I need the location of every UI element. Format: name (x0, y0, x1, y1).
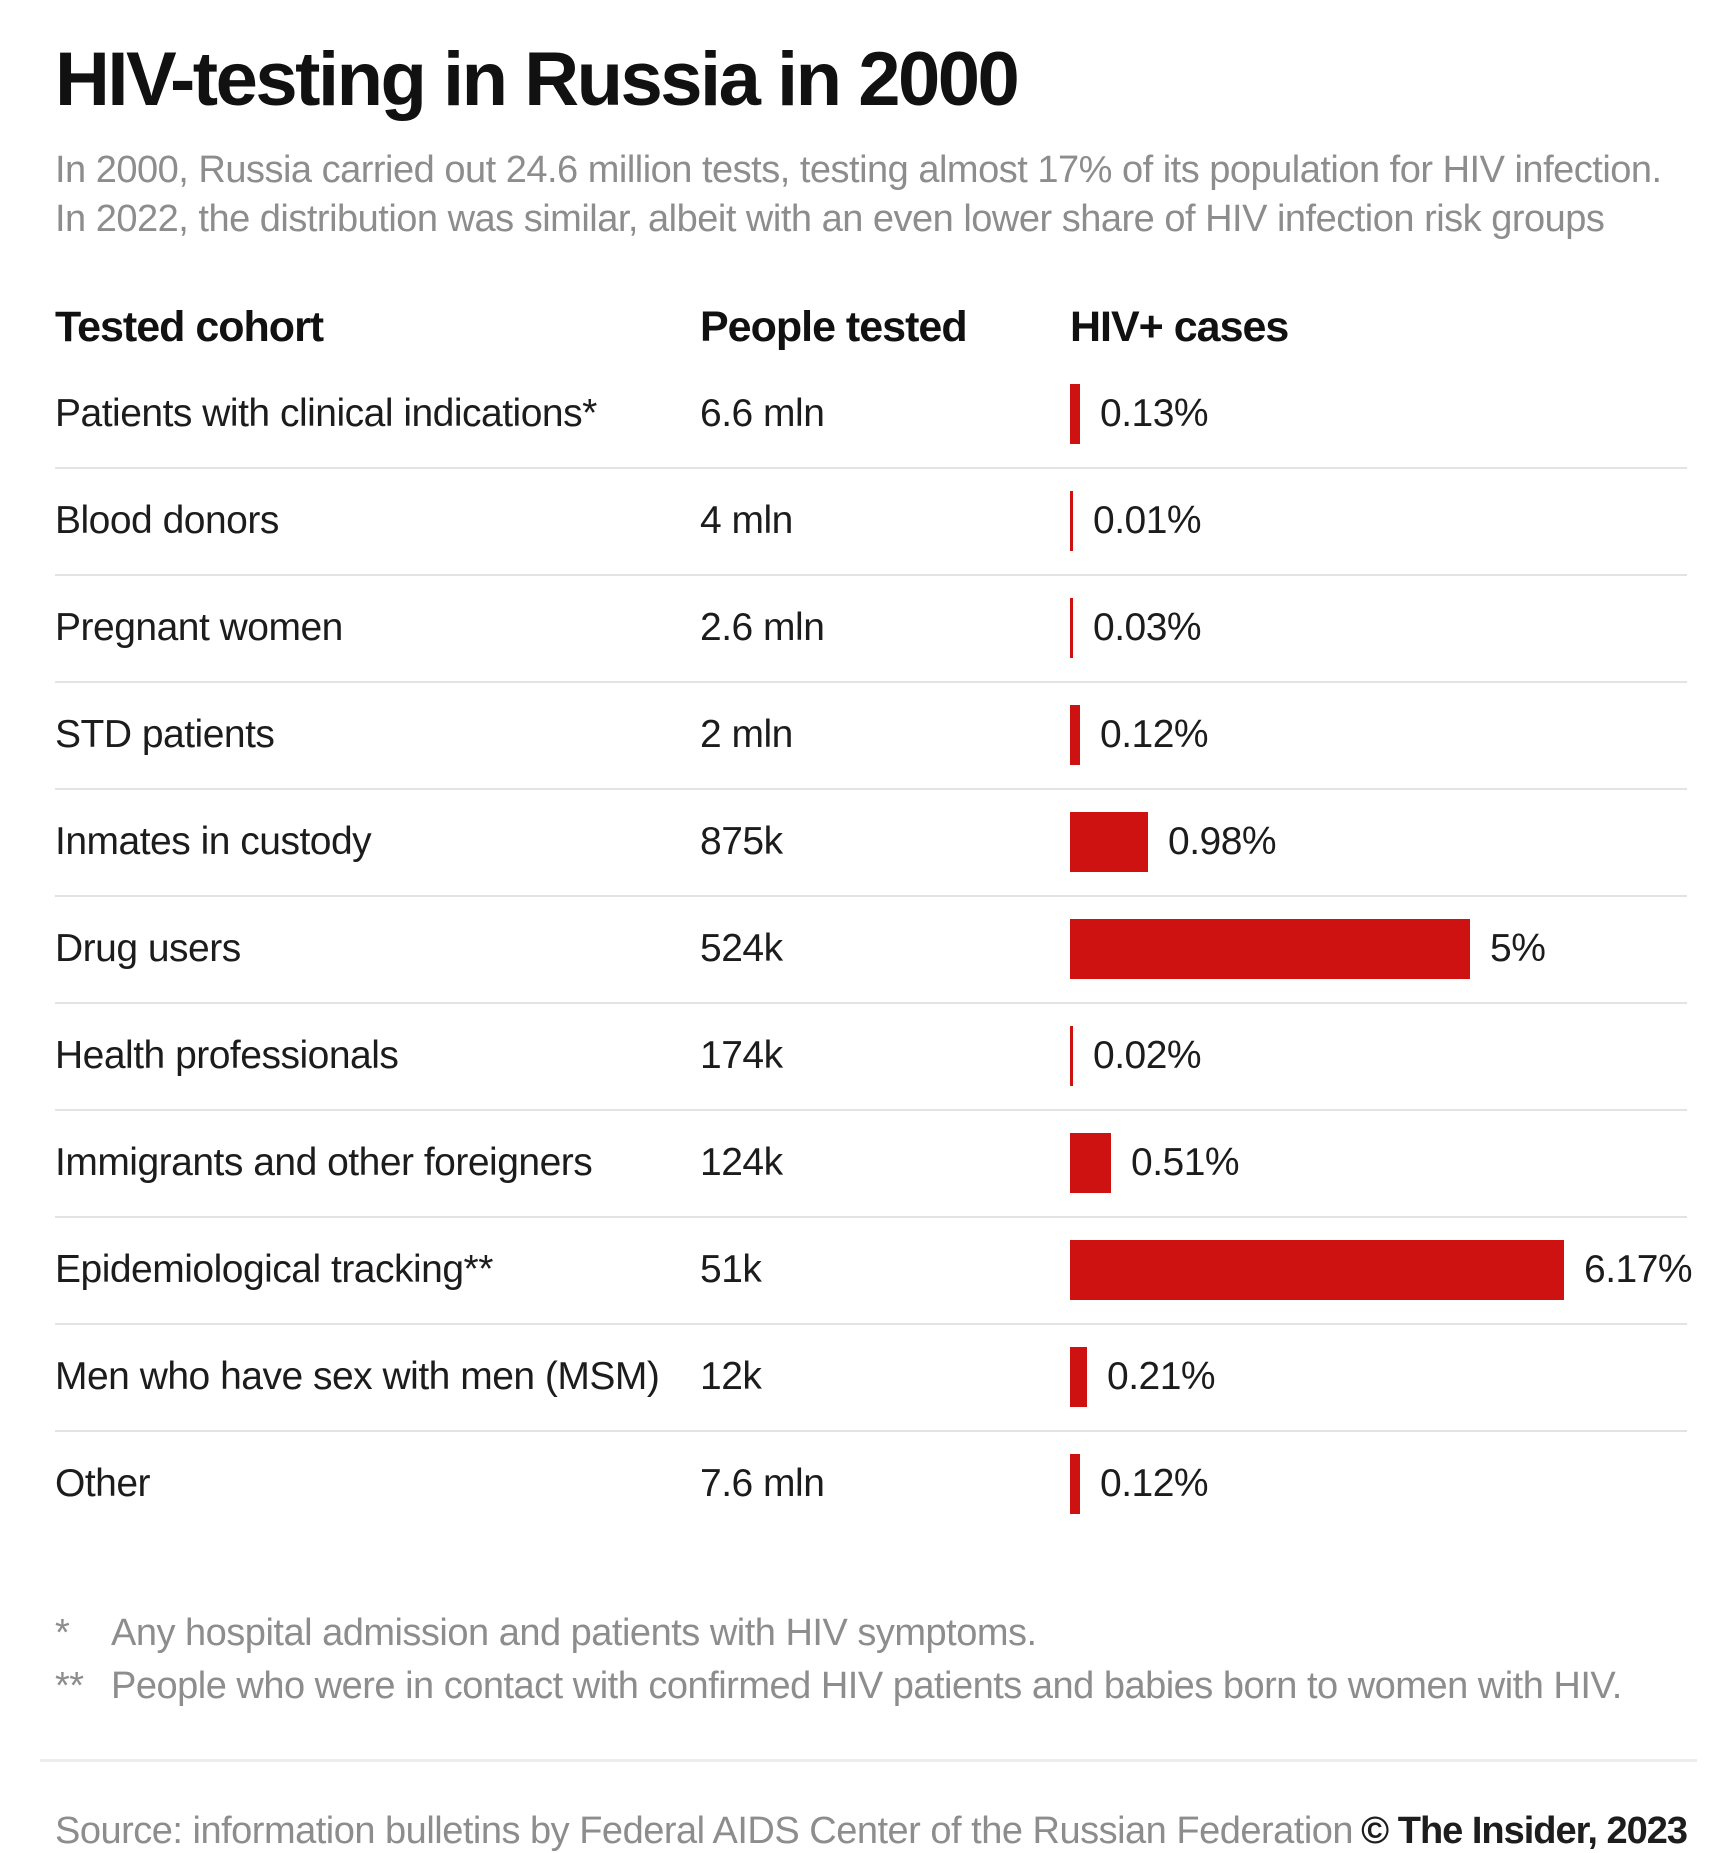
hiv-rate-cell: 0.12% (1070, 683, 1687, 788)
table-row: Blood donors 4 mln 0.01% (55, 469, 1687, 576)
column-header-people-tested: People tested (700, 302, 968, 351)
table-row: Patients with clinical indications* 6.6 … (55, 362, 1687, 469)
copyright-text: © The Insider, 2023 (1361, 1809, 1688, 1852)
people-tested-value: 875k (700, 820, 783, 864)
hiv-rate-value: 0.12% (1100, 1462, 1209, 1506)
hiv-rate-cell: 5% (1070, 897, 1687, 1002)
people-tested-value: 2 mln (700, 713, 793, 757)
hiv-rate-cell: 0.03% (1070, 576, 1687, 681)
section-divider (40, 1758, 1697, 1762)
people-tested-value: 12k (700, 1355, 762, 1399)
hiv-rate-bar (1070, 1133, 1111, 1194)
hiv-rate-cell: 0.12% (1070, 1432, 1687, 1537)
source-text: Source: information bulletins by Federal… (55, 1809, 1354, 1852)
hiv-rate-bar (1070, 1347, 1087, 1408)
column-header-hiv-cases: HIV+ cases (1070, 302, 1289, 351)
footnote-2: ** People who were in contact with confi… (55, 1660, 1687, 1713)
cohort-label: Immigrants and other foreigners (55, 1141, 593, 1185)
table-row: Drug users 524k 5% (55, 897, 1687, 1004)
page-title: HIV-testing in Russia in 2000 (55, 37, 1020, 122)
table-row: STD patients 2 mln 0.12% (55, 683, 1687, 790)
hiv-rate-value: 0.01% (1093, 499, 1202, 543)
cohort-label: Patients with clinical indications* (55, 392, 597, 436)
table-row: Inmates in custody 875k 0.98% (55, 790, 1687, 897)
hiv-rate-value: 0.51% (1131, 1141, 1240, 1185)
footnote-1-marker: * (55, 1611, 70, 1654)
table-row: Pregnant women 2.6 mln 0.03% (55, 576, 1687, 683)
hiv-rate-value: 6.17% (1584, 1248, 1693, 1292)
people-tested-value: 174k (700, 1034, 783, 1078)
hiv-rate-bar (1070, 491, 1073, 552)
cohort-label: Drug users (55, 927, 241, 971)
cohort-label: Other (55, 1462, 151, 1506)
hiv-rate-value: 0.12% (1100, 713, 1209, 757)
column-header-tested-cohort: Tested cohort (55, 302, 324, 351)
hiv-rate-bar (1070, 705, 1080, 766)
hiv-rate-cell: 0.02% (1070, 1004, 1687, 1109)
people-tested-value: 6.6 mln (700, 392, 825, 436)
hiv-rate-value: 0.21% (1107, 1355, 1216, 1399)
people-tested-value: 524k (700, 927, 783, 971)
subtitle-line-1: In 2000, Russia carried out 24.6 million… (55, 148, 1662, 191)
hiv-rate-bar (1070, 1026, 1073, 1087)
hiv-rate-cell: 0.98% (1070, 790, 1687, 895)
hiv-rate-cell: 0.01% (1070, 469, 1687, 574)
footnote-2-marker: ** (55, 1664, 84, 1707)
hiv-rate-bar (1070, 384, 1080, 445)
subtitle: In 2000, Russia carried out 24.6 million… (55, 146, 1687, 245)
footnote-1-text: Any hospital admission and patients with… (111, 1611, 1037, 1654)
table-header: Tested cohort People tested HIV+ cases (55, 303, 1687, 352)
footnotes: * Any hospital admission and patients wi… (55, 1607, 1687, 1713)
table-row: Immigrants and other foreigners 124k 0.5… (55, 1111, 1687, 1218)
hiv-rate-bar (1070, 598, 1073, 659)
hiv-rate-bar (1070, 812, 1148, 873)
cohort-label: Blood donors (55, 499, 279, 543)
footer: Source: information bulletins by Federal… (55, 1809, 1688, 1853)
cohort-label: Men who have sex with men (MSM) (55, 1355, 660, 1399)
hiv-rate-value: 5% (1490, 927, 1546, 971)
table-body: Patients with clinical indications* 6.6 … (55, 362, 1693, 1537)
people-tested-value: 124k (700, 1141, 783, 1185)
hiv-rate-value: 0.13% (1100, 392, 1209, 436)
table-row: Men who have sex with men (MSM) 12k 0.21… (55, 1325, 1687, 1432)
footnote-1: * Any hospital admission and patients wi… (55, 1607, 1687, 1660)
table-row: Other 7.6 mln 0.12% (55, 1432, 1687, 1537)
cohort-label: STD patients (55, 713, 275, 757)
cohort-label: Health professionals (55, 1034, 399, 1078)
cohort-label: Epidemiological tracking** (55, 1248, 493, 1292)
hiv-rate-bar (1070, 1454, 1080, 1515)
cohort-label: Inmates in custody (55, 820, 372, 864)
footnote-2-text: People who were in contact with confirme… (111, 1664, 1622, 1707)
people-tested-value: 51k (700, 1248, 762, 1292)
hiv-rate-value: 0.02% (1093, 1034, 1202, 1078)
subtitle-line-2: In 2022, the distribution was similar, a… (55, 198, 1605, 241)
hiv-rate-bar (1070, 1240, 1564, 1301)
people-tested-value: 7.6 mln (700, 1462, 825, 1506)
hiv-rate-cell: 6.17% (1070, 1218, 1693, 1323)
table-row: Epidemiological tracking** 51k 6.17% (55, 1218, 1693, 1325)
people-tested-value: 4 mln (700, 499, 793, 543)
people-tested-value: 2.6 mln (700, 606, 825, 650)
hiv-rate-cell: 0.21% (1070, 1325, 1687, 1430)
hiv-rate-value: 0.03% (1093, 606, 1202, 650)
infographic: HIV-testing in Russia in 2000 In 2000, R… (40, 37, 1697, 1852)
hiv-rate-bar (1070, 919, 1470, 980)
hiv-rate-cell: 0.13% (1070, 362, 1687, 467)
table-row: Health professionals 174k 0.02% (55, 1004, 1687, 1111)
cohort-label: Pregnant women (55, 606, 343, 650)
hiv-rate-value: 0.98% (1168, 820, 1277, 864)
hiv-rate-cell: 0.51% (1070, 1111, 1687, 1216)
